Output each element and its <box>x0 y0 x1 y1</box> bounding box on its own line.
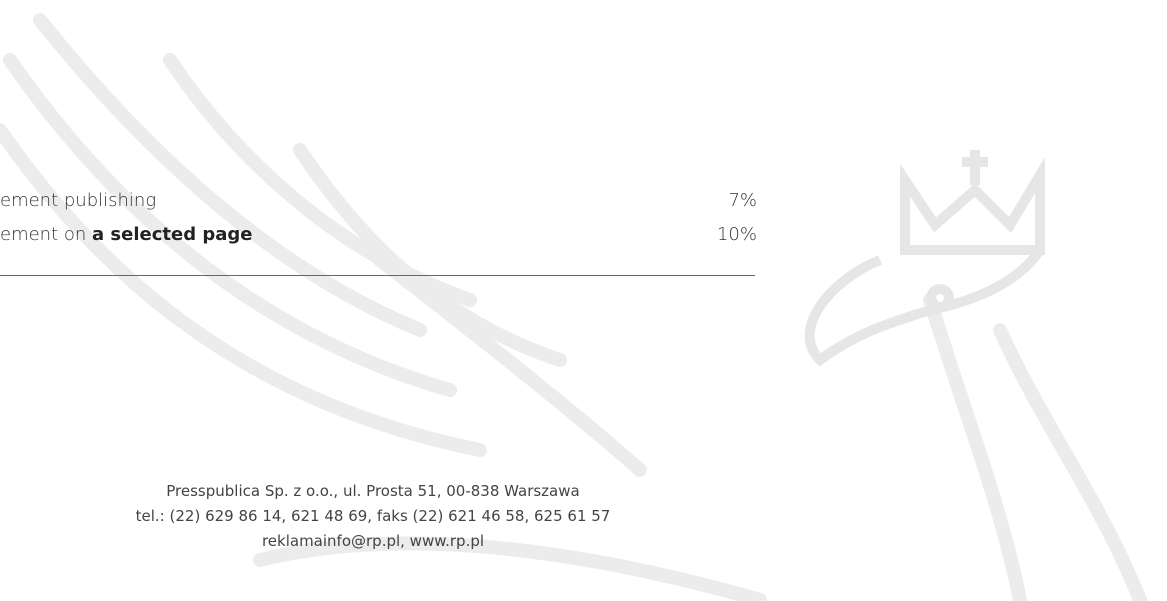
divider <box>0 275 755 276</box>
footer: Presspublica Sp. z o.o., ul. Prosta 51, … <box>0 479 746 554</box>
row-label: ement publishing <box>0 190 156 211</box>
footer-line: Presspublica Sp. z o.o., ul. Prosta 51, … <box>0 479 746 504</box>
row-value: 10% <box>717 224 757 245</box>
row-label: ement on a selected page <box>0 224 253 245</box>
footer-line: tel.: (22) 629 86 14, 621 48 69, faks (2… <box>0 504 746 529</box>
footer-line: reklamainfo@rp.pl, www.rp.pl <box>0 529 746 554</box>
page: ement publishing 7% ement on a selected … <box>0 0 1167 601</box>
row-value: 7% <box>728 190 757 211</box>
label-text: ement on <box>0 224 92 245</box>
table-row: ement publishing 7% <box>0 190 757 218</box>
table-row: ement on a selected page 10% <box>0 224 757 252</box>
label-bold: a selected page <box>92 224 252 245</box>
